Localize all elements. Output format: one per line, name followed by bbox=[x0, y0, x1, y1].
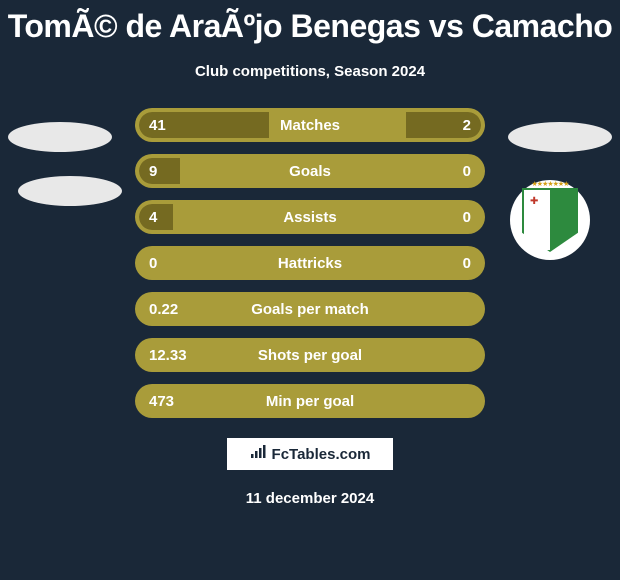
stat-left-value: 9 bbox=[149, 163, 157, 180]
player-left-ellipse-2 bbox=[18, 176, 122, 206]
stat-left-value: 4 bbox=[149, 209, 157, 226]
stats-container: 41 Matches 2 9 Goals 0 4 Assists 0 0 Hattricks 0 0.2… bbox=[0, 108, 620, 418]
stat-row: 0.22 Goals per match bbox=[135, 292, 485, 326]
logo-text: FcTables.com bbox=[272, 446, 371, 463]
stat-row: 41 Matches 2 bbox=[135, 108, 485, 142]
badge-stars-icon: ★★★★★★★ bbox=[532, 180, 569, 188]
chart-icon bbox=[250, 445, 268, 464]
stat-row: 4 Assists 0 bbox=[135, 200, 485, 234]
stat-row: 12.33 Shots per goal bbox=[135, 338, 485, 372]
player-right-ellipse bbox=[508, 122, 612, 152]
stat-label: Goals bbox=[289, 163, 331, 180]
stat-left-value: 0.22 bbox=[149, 301, 178, 318]
stat-label: Assists bbox=[283, 209, 336, 226]
logo-box: FcTables.com bbox=[225, 436, 395, 472]
stat-label: Shots per goal bbox=[258, 347, 362, 364]
stat-row: 9 Goals 0 bbox=[135, 154, 485, 188]
player-left-ellipse-1 bbox=[8, 122, 112, 152]
stat-right-value: 0 bbox=[463, 255, 471, 272]
page-subtitle: Club competitions, Season 2024 bbox=[0, 63, 620, 80]
stat-right-value: 2 bbox=[463, 117, 471, 134]
stat-left-value: 0 bbox=[149, 255, 157, 272]
team-badge: ★★★★★★★ ✚ bbox=[510, 180, 590, 260]
stat-label: Goals per match bbox=[251, 301, 369, 318]
stat-right-value: 0 bbox=[463, 209, 471, 226]
stat-left-value: 41 bbox=[149, 117, 166, 134]
stat-label: Hattricks bbox=[278, 255, 342, 272]
stat-left-value: 473 bbox=[149, 393, 174, 410]
date-text: 11 december 2024 bbox=[0, 490, 620, 507]
stat-right-value: 0 bbox=[463, 163, 471, 180]
stat-row: 0 Hattricks 0 bbox=[135, 246, 485, 280]
page-title: TomÃ© de AraÃºjo Benegas vs Camacho bbox=[0, 0, 620, 45]
stat-fill-left bbox=[139, 158, 180, 184]
stat-label: Matches bbox=[280, 117, 340, 134]
stat-label: Min per goal bbox=[266, 393, 354, 410]
badge-cross-icon: ✚ bbox=[530, 196, 538, 207]
stat-left-value: 12.33 bbox=[149, 347, 187, 364]
stat-row: 473 Min per goal bbox=[135, 384, 485, 418]
